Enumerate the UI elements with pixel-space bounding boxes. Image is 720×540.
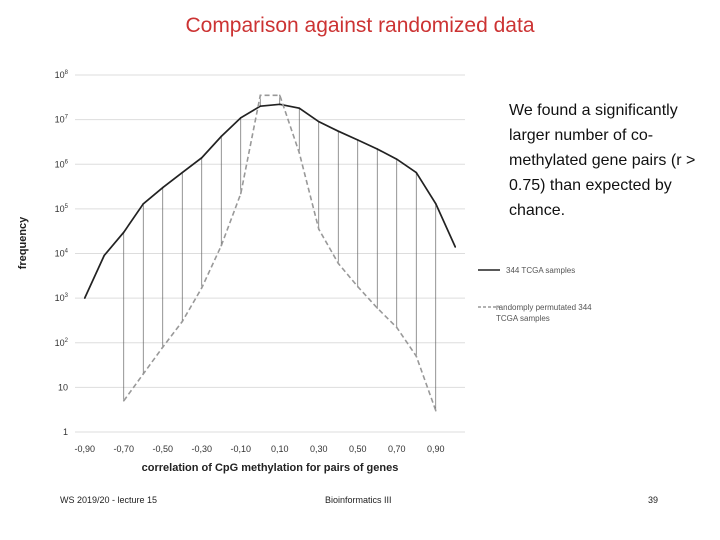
observed-point <box>181 171 184 174</box>
permuted-point <box>161 346 164 348</box>
observed-point <box>259 105 262 107</box>
annotation-text: We found a significantly larger number o… <box>509 102 696 219</box>
observed-point <box>200 156 203 159</box>
permuted-point <box>220 244 223 247</box>
legend-label-permuted-line-2: TCGA samples <box>496 314 550 323</box>
permuted-point <box>317 228 320 231</box>
observed-point <box>434 202 437 205</box>
permuted-point <box>142 373 145 375</box>
permuted-point <box>200 287 203 289</box>
y-axis-label: frequency <box>17 216 29 269</box>
permuted-point <box>181 320 184 323</box>
chart-series <box>83 94 457 412</box>
x-tick-label: -0,30 <box>191 444 212 454</box>
observed-point <box>454 246 457 248</box>
observed-point <box>161 186 164 189</box>
x-axis-label: correlation of CpG methylation for pairs… <box>142 462 399 474</box>
slide-title: Comparison against randomized data <box>185 14 535 37</box>
observed-point <box>103 254 106 257</box>
x-tick-label: -0,10 <box>230 444 251 454</box>
y-tick-label: 104 <box>55 249 69 259</box>
x-tick-label: 0,10 <box>271 444 289 454</box>
legend: 344 TCGA samples randomply permutated 34… <box>478 266 594 323</box>
chart-grid <box>75 74 465 433</box>
observed-point <box>337 130 340 133</box>
permuted-point <box>434 409 437 412</box>
observed-point <box>415 171 418 174</box>
x-axis-ticks: -0,90 -0,70 -0,50 -0,30 -0,10 0,10 0,30 0,50 0,7… <box>74 444 444 454</box>
footer-subject: Bioinformatics III <box>325 495 392 505</box>
observed-point <box>142 202 145 205</box>
x-tick-label: -0,70 <box>113 444 134 454</box>
x-tick-label: -0,90 <box>74 444 95 454</box>
x-tick-label: 0,90 <box>427 444 445 454</box>
permuted-point <box>122 400 125 402</box>
observed-point <box>376 148 379 150</box>
observed-point <box>298 107 301 110</box>
observed-point <box>83 297 86 299</box>
observed-point <box>220 135 223 138</box>
y-tick-label: 105 <box>55 204 69 214</box>
y-tick-label: 106 <box>55 159 69 169</box>
legend-label-observed: 344 TCGA samples <box>506 266 575 275</box>
page-number: 39 <box>648 495 659 505</box>
y-tick-label: 102 <box>55 338 69 348</box>
permuted-point <box>376 307 379 309</box>
y-tick-label: 107 <box>55 115 69 125</box>
y-tick-label: 103 <box>55 293 69 303</box>
footer-course: WS 2019/20 - lecture 15 <box>60 495 158 505</box>
observed-point <box>356 139 359 141</box>
y-axis-ticks: 1 10 102 103 104 105 106 107 108 <box>55 70 69 437</box>
permuted-point <box>356 285 359 288</box>
x-tick-label: 0,50 <box>349 444 367 454</box>
y-tick-label: 1 <box>63 427 68 437</box>
permuted-point <box>337 262 340 265</box>
permuted-point <box>415 355 418 357</box>
observed-point <box>122 231 125 234</box>
observed-point <box>278 103 281 106</box>
legend-label-permuted: randomply permutated 344 TCGA samples <box>496 303 594 323</box>
legend-label-permuted-line-1: randomply permutated 344 <box>496 303 592 312</box>
permuted-point <box>259 94 262 97</box>
permuted-point <box>239 192 242 195</box>
x-tick-label: 0,70 <box>388 444 406 454</box>
series-observed-line <box>83 103 457 299</box>
x-tick-label: -0,50 <box>152 444 173 454</box>
y-tick-label: 108 <box>55 70 69 80</box>
observed-point <box>395 158 398 160</box>
permuted-point <box>298 152 301 154</box>
observed-point <box>317 120 320 123</box>
difference-drop-lines <box>123 95 437 411</box>
observed-point <box>239 116 242 119</box>
x-tick-label: 0,30 <box>310 444 328 454</box>
y-tick-label: 10 <box>58 382 68 392</box>
permuted-point <box>395 326 398 329</box>
permuted-point <box>278 94 281 97</box>
